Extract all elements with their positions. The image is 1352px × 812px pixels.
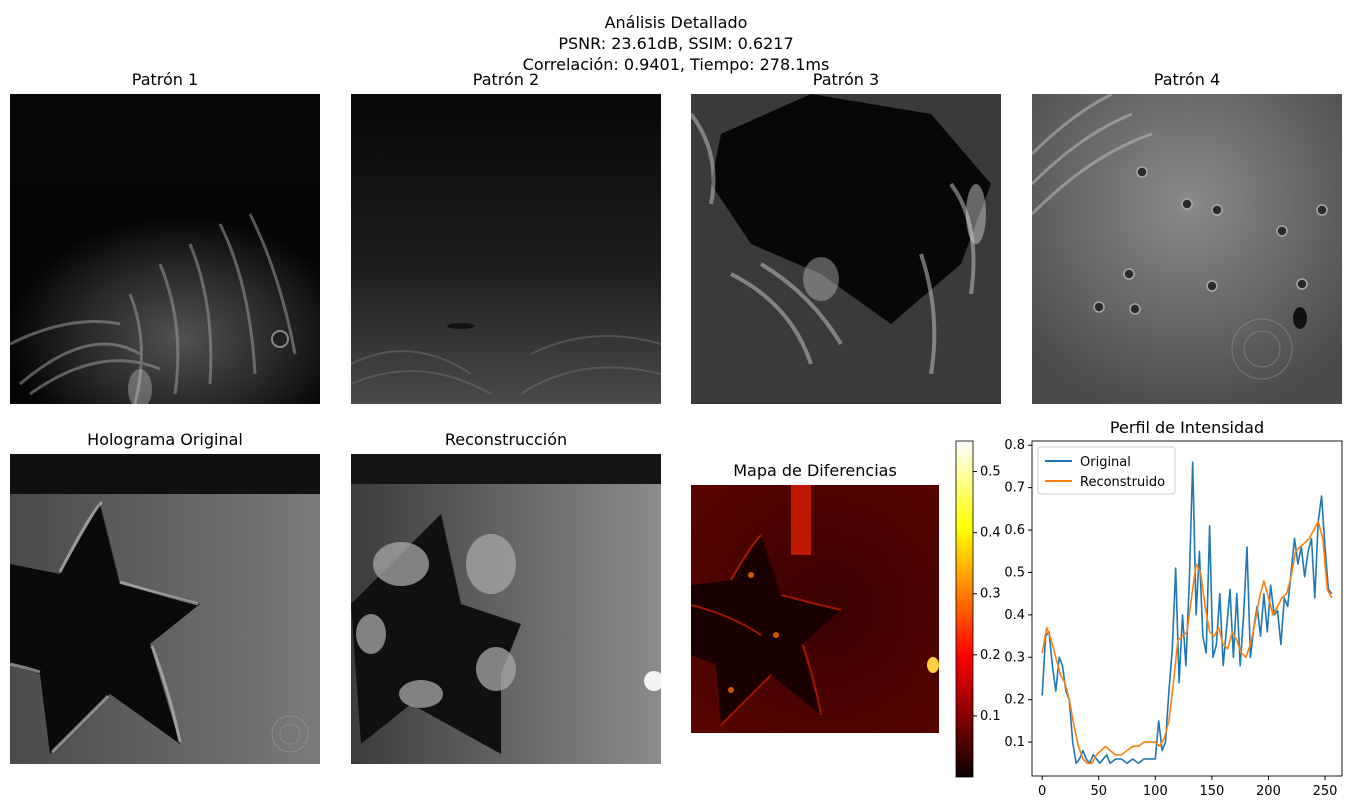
- pattern-2-image: [351, 94, 661, 404]
- plot-frame: [1031, 440, 1343, 777]
- x-tick-label: 0: [1038, 784, 1046, 799]
- series-line-reconstruido: [1041, 520, 1333, 765]
- y-tick-label: 0.6: [1004, 523, 1025, 538]
- colorbar-gradient: [955, 440, 974, 778]
- figure-title-metrics: PSNR: 23.61dB, SSIM: 0.6217: [558, 34, 794, 53]
- pattern-3-image: [691, 94, 1001, 404]
- pattern-4-title: Patrón 4: [1153, 70, 1221, 89]
- y-tick-label: 0.1: [1004, 735, 1025, 750]
- colorbar-tick-label: 0.2: [980, 648, 1001, 663]
- colorbar-tick-label: 0.1: [980, 709, 1001, 724]
- legend-box: [1037, 446, 1176, 495]
- y-tick-label: 0.4: [1004, 608, 1025, 623]
- pattern-2-title: Patrón 2: [472, 70, 540, 89]
- chart-title: Perfil de Intensidad: [1110, 418, 1264, 437]
- y-tick-label: 0.2: [1004, 693, 1025, 708]
- colorbar-tick-label: 0.3: [980, 587, 1001, 602]
- reconstruction-image: [351, 454, 661, 764]
- legend-entry: Reconstruido: [1080, 475, 1165, 490]
- x-tick-label: 200: [1256, 784, 1281, 799]
- pattern-4-image: [1032, 94, 1342, 404]
- difference-map-image: [691, 485, 939, 733]
- difference-map-title: Mapa de Diferencias: [733, 461, 897, 480]
- colorbar: 0.1 0.2 0.3 0.4 0.5: [940, 430, 1010, 790]
- x-tick-label: 50: [1090, 784, 1107, 799]
- y-tick-label: 0.3: [1004, 650, 1025, 665]
- x-tick-label: 100: [1143, 784, 1168, 799]
- figure-title: Análisis Detallado PSNR: 23.61dB, SSIM: …: [0, 12, 1352, 75]
- y-tick-label: 0.5: [1004, 565, 1025, 580]
- chart-legend: Original Reconstruido: [1037, 446, 1176, 495]
- x-tick-label: 250: [1313, 784, 1338, 799]
- colorbar-tick-label: 0.5: [980, 465, 1001, 480]
- colorbar-tick-label: 0.4: [980, 526, 1001, 541]
- figure-title-line-1: Análisis Detallado: [604, 13, 748, 32]
- pattern-1-title: Patrón 1: [131, 70, 199, 89]
- x-tick-label: 150: [1199, 784, 1224, 799]
- series-line-original: [1041, 461, 1333, 765]
- original-hologram-title: Holograma Original: [87, 430, 243, 449]
- legend-entry: Original: [1080, 455, 1131, 470]
- pattern-3-title: Patrón 3: [812, 70, 880, 89]
- y-tick-label: 0.8: [1004, 438, 1025, 453]
- reconstruction-title: Reconstrucción: [444, 430, 568, 449]
- original-hologram-image: [10, 454, 320, 764]
- pattern-1-image: [10, 94, 320, 404]
- figure-title-correlation: Correlación: 0.9401, Tiempo: 278.1ms: [522, 55, 830, 74]
- intensity-profile-chart: Perfil de Intensidad 0 50 100 150 200 250 0.1 0.…: [980, 410, 1352, 808]
- y-tick-label: 0.7: [1004, 481, 1025, 496]
